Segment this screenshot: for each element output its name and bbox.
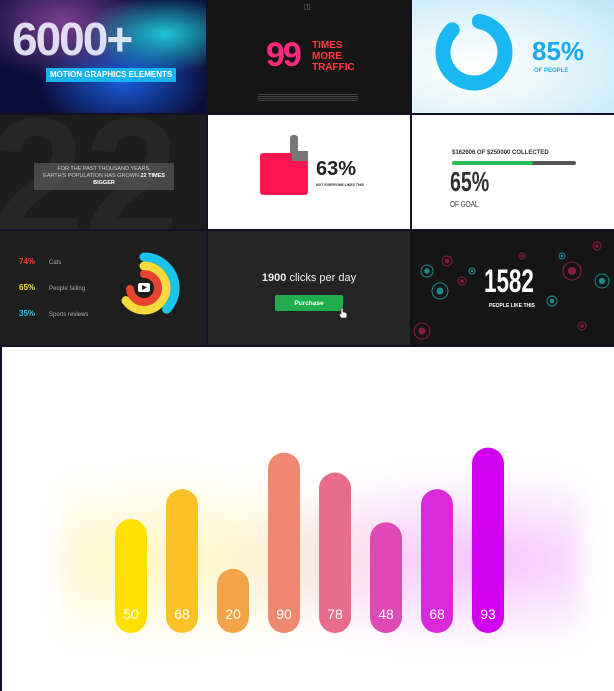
heart-icon (577, 321, 587, 331)
caption: OF GOAL (450, 200, 479, 209)
heart-icon (558, 252, 566, 260)
bar (370, 522, 402, 633)
cursor-hand-icon (338, 307, 348, 319)
caption-line: FOR THE PAST THOUSAND YEARS, (57, 166, 151, 172)
bar (166, 489, 198, 633)
bar (421, 489, 453, 633)
bar-chart: 50 68 20 90 78 48 68 93 (115, 447, 504, 633)
heart-icon (562, 261, 582, 281)
tile-6000[interactable]: 6000+ MOTION GRAPHICS ELEMENTS (0, 0, 206, 113)
caption: NOT EVERYONE LIKES THIS (316, 183, 364, 187)
tile-99-times[interactable]: ◫ 99 TIMES MORE TRAFFIC (208, 0, 410, 113)
heart-icon (580, 324, 584, 328)
heart-icon (549, 298, 555, 304)
legend-label: Sports reviews (49, 312, 89, 318)
tile-likes[interactable]: 1582 PEOPLE LIKE THIS (412, 231, 614, 345)
clicks-label: clicks per day (286, 272, 357, 284)
heart-icon (470, 269, 474, 273)
heart-icon (595, 244, 599, 248)
tile-radial-stats[interactable]: 74% Cats 65% People falling 35% Sports revi… (0, 231, 206, 345)
tile-63-percent[interactable]: 63% NOT EVERYONE LIKES THIS (208, 115, 410, 229)
data-label: 78 (327, 606, 343, 622)
logo-icon: ◫ (304, 4, 311, 11)
heart-icon (420, 264, 434, 278)
heart-icon (457, 276, 467, 286)
tile-clicks[interactable]: 1900 clicks per day Purchase (208, 231, 410, 345)
radial-bars (108, 252, 180, 324)
caption-box: FOR THE PAST THOUSAND YEARS, EARTH'S POP… (34, 163, 174, 190)
heart-icon (598, 277, 606, 285)
big-number: 6000+ (12, 13, 133, 65)
collected-text: $162606 OF $250000 COLLECTED (452, 150, 549, 156)
thumbs-up-icon (260, 135, 308, 195)
legend-label: Cats (49, 260, 62, 266)
clicks-number: 1900 (261, 272, 287, 284)
data-label: 68 (174, 606, 190, 622)
caption: PEOPLE LIKE THIS (489, 303, 535, 309)
heart-icon (444, 258, 450, 264)
heart-icon (560, 254, 564, 258)
heart-icon (592, 241, 602, 251)
heart-icon (468, 267, 476, 275)
ring-chart (435, 13, 513, 91)
percent: 65% (450, 166, 490, 197)
bar (472, 447, 504, 633)
legend-item: 74% Cats (19, 257, 61, 268)
heart-icon (418, 327, 426, 335)
bar (217, 568, 249, 633)
heart-icon (520, 254, 524, 258)
tile-fundraising[interactable]: $162606 OF $250000 COLLECTED 65% OF GOAL (412, 115, 614, 229)
progress-fill (452, 161, 533, 165)
heart-icon (546, 295, 558, 307)
ring-arc (435, 13, 513, 91)
heart-icon (436, 287, 444, 295)
bar (115, 519, 147, 633)
heart-icon (413, 322, 431, 340)
tile-85-percent[interactable]: 85% OF PEOPLE (412, 0, 614, 113)
data-label: 50 (123, 606, 139, 622)
caption-line: EARTH'S POPULATION HAS GROWN (43, 173, 141, 179)
line: MORE (312, 51, 342, 62)
clicks-text: 1900 clicks per day (208, 272, 410, 285)
bar (319, 472, 351, 633)
heart-icon (567, 266, 577, 276)
heart-icon (424, 268, 430, 274)
heart-icon (594, 273, 610, 289)
purchase-button[interactable]: Purchase (275, 295, 343, 311)
bar (268, 452, 300, 633)
heart-icon (431, 282, 449, 300)
legend-item: 35% Sports reviews (19, 309, 88, 320)
legend-item: 65% People falling (19, 283, 85, 294)
heart-icon (460, 279, 464, 283)
heart-icon (518, 252, 526, 260)
label-tag: MOTION GRAPHICS ELEMENTS (46, 68, 177, 82)
bar-chart-panel: 50 68 20 90 78 48 68 93 (2, 347, 614, 691)
data-label: 93 (480, 606, 496, 622)
legend-pct: 74% (19, 257, 36, 266)
line: TIMES (312, 40, 343, 51)
highlight: 22 TIMES BIGGER (93, 173, 165, 186)
fine-print (258, 94, 358, 102)
legend-pct: 65% (19, 283, 36, 292)
progress-bar (452, 161, 576, 165)
percent: 85% (532, 36, 585, 66)
heart-icons (413, 241, 610, 340)
line: TRAFFIC (312, 62, 355, 73)
legend-pct: 35% (19, 309, 36, 318)
data-label: 68 (429, 606, 445, 622)
caption: OF PEOPLE (534, 68, 569, 74)
big-number: 99 (266, 36, 302, 74)
legend-label: People falling (49, 286, 86, 292)
data-label: 20 (225, 606, 241, 622)
data-label: 90 (276, 606, 292, 622)
heart-icon (441, 255, 453, 267)
percent: 63% (316, 158, 357, 180)
traffic-text: TIMES MORE TRAFFIC (312, 40, 355, 73)
tile-population[interactable]: FOR THE PAST THOUSAND YEARS, EARTH'S POP… (0, 115, 206, 229)
big-number: 1582 (484, 263, 534, 299)
data-label: 48 (378, 606, 394, 622)
